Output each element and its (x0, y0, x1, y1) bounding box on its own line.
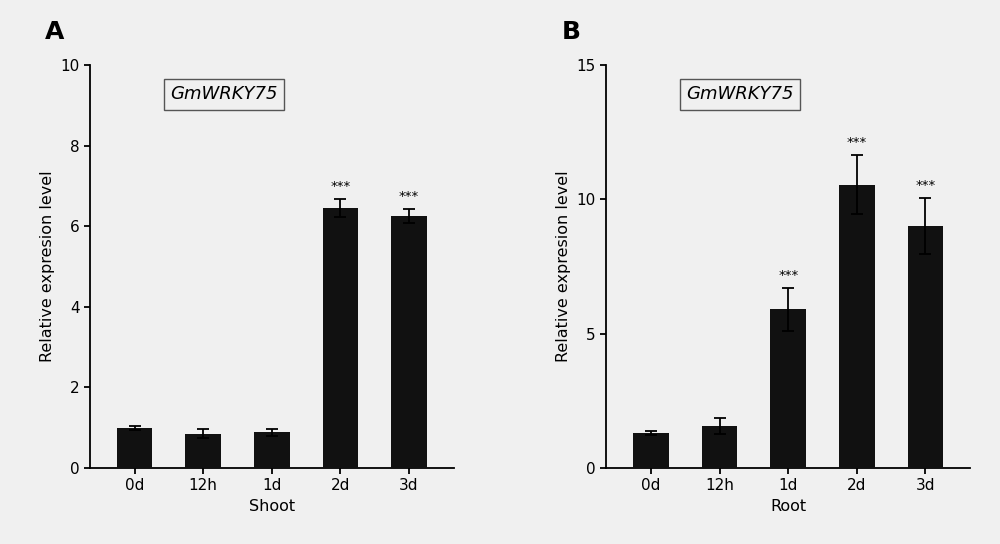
Text: ***: *** (330, 180, 351, 193)
Text: B: B (561, 20, 580, 44)
Text: A: A (45, 20, 64, 44)
Bar (117, 428, 152, 468)
X-axis label: Root: Root (770, 499, 806, 514)
Text: ***: *** (915, 179, 936, 192)
Text: GmWRKY75: GmWRKY75 (170, 85, 278, 103)
Bar (702, 426, 737, 468)
Text: ***: *** (847, 136, 867, 149)
Text: ***: *** (399, 190, 419, 203)
X-axis label: Shoot: Shoot (249, 499, 295, 514)
Bar (633, 433, 669, 468)
Bar (908, 226, 943, 468)
Text: GmWRKY75: GmWRKY75 (686, 85, 794, 103)
Bar (770, 310, 806, 468)
Y-axis label: Relative expresion level: Relative expresion level (556, 171, 571, 362)
Y-axis label: Relative expresion level: Relative expresion level (40, 171, 55, 362)
Bar (839, 185, 875, 468)
Bar (254, 432, 290, 468)
Bar (323, 208, 358, 468)
Bar (185, 434, 221, 468)
Bar (391, 217, 427, 468)
Text: ***: *** (778, 269, 798, 282)
